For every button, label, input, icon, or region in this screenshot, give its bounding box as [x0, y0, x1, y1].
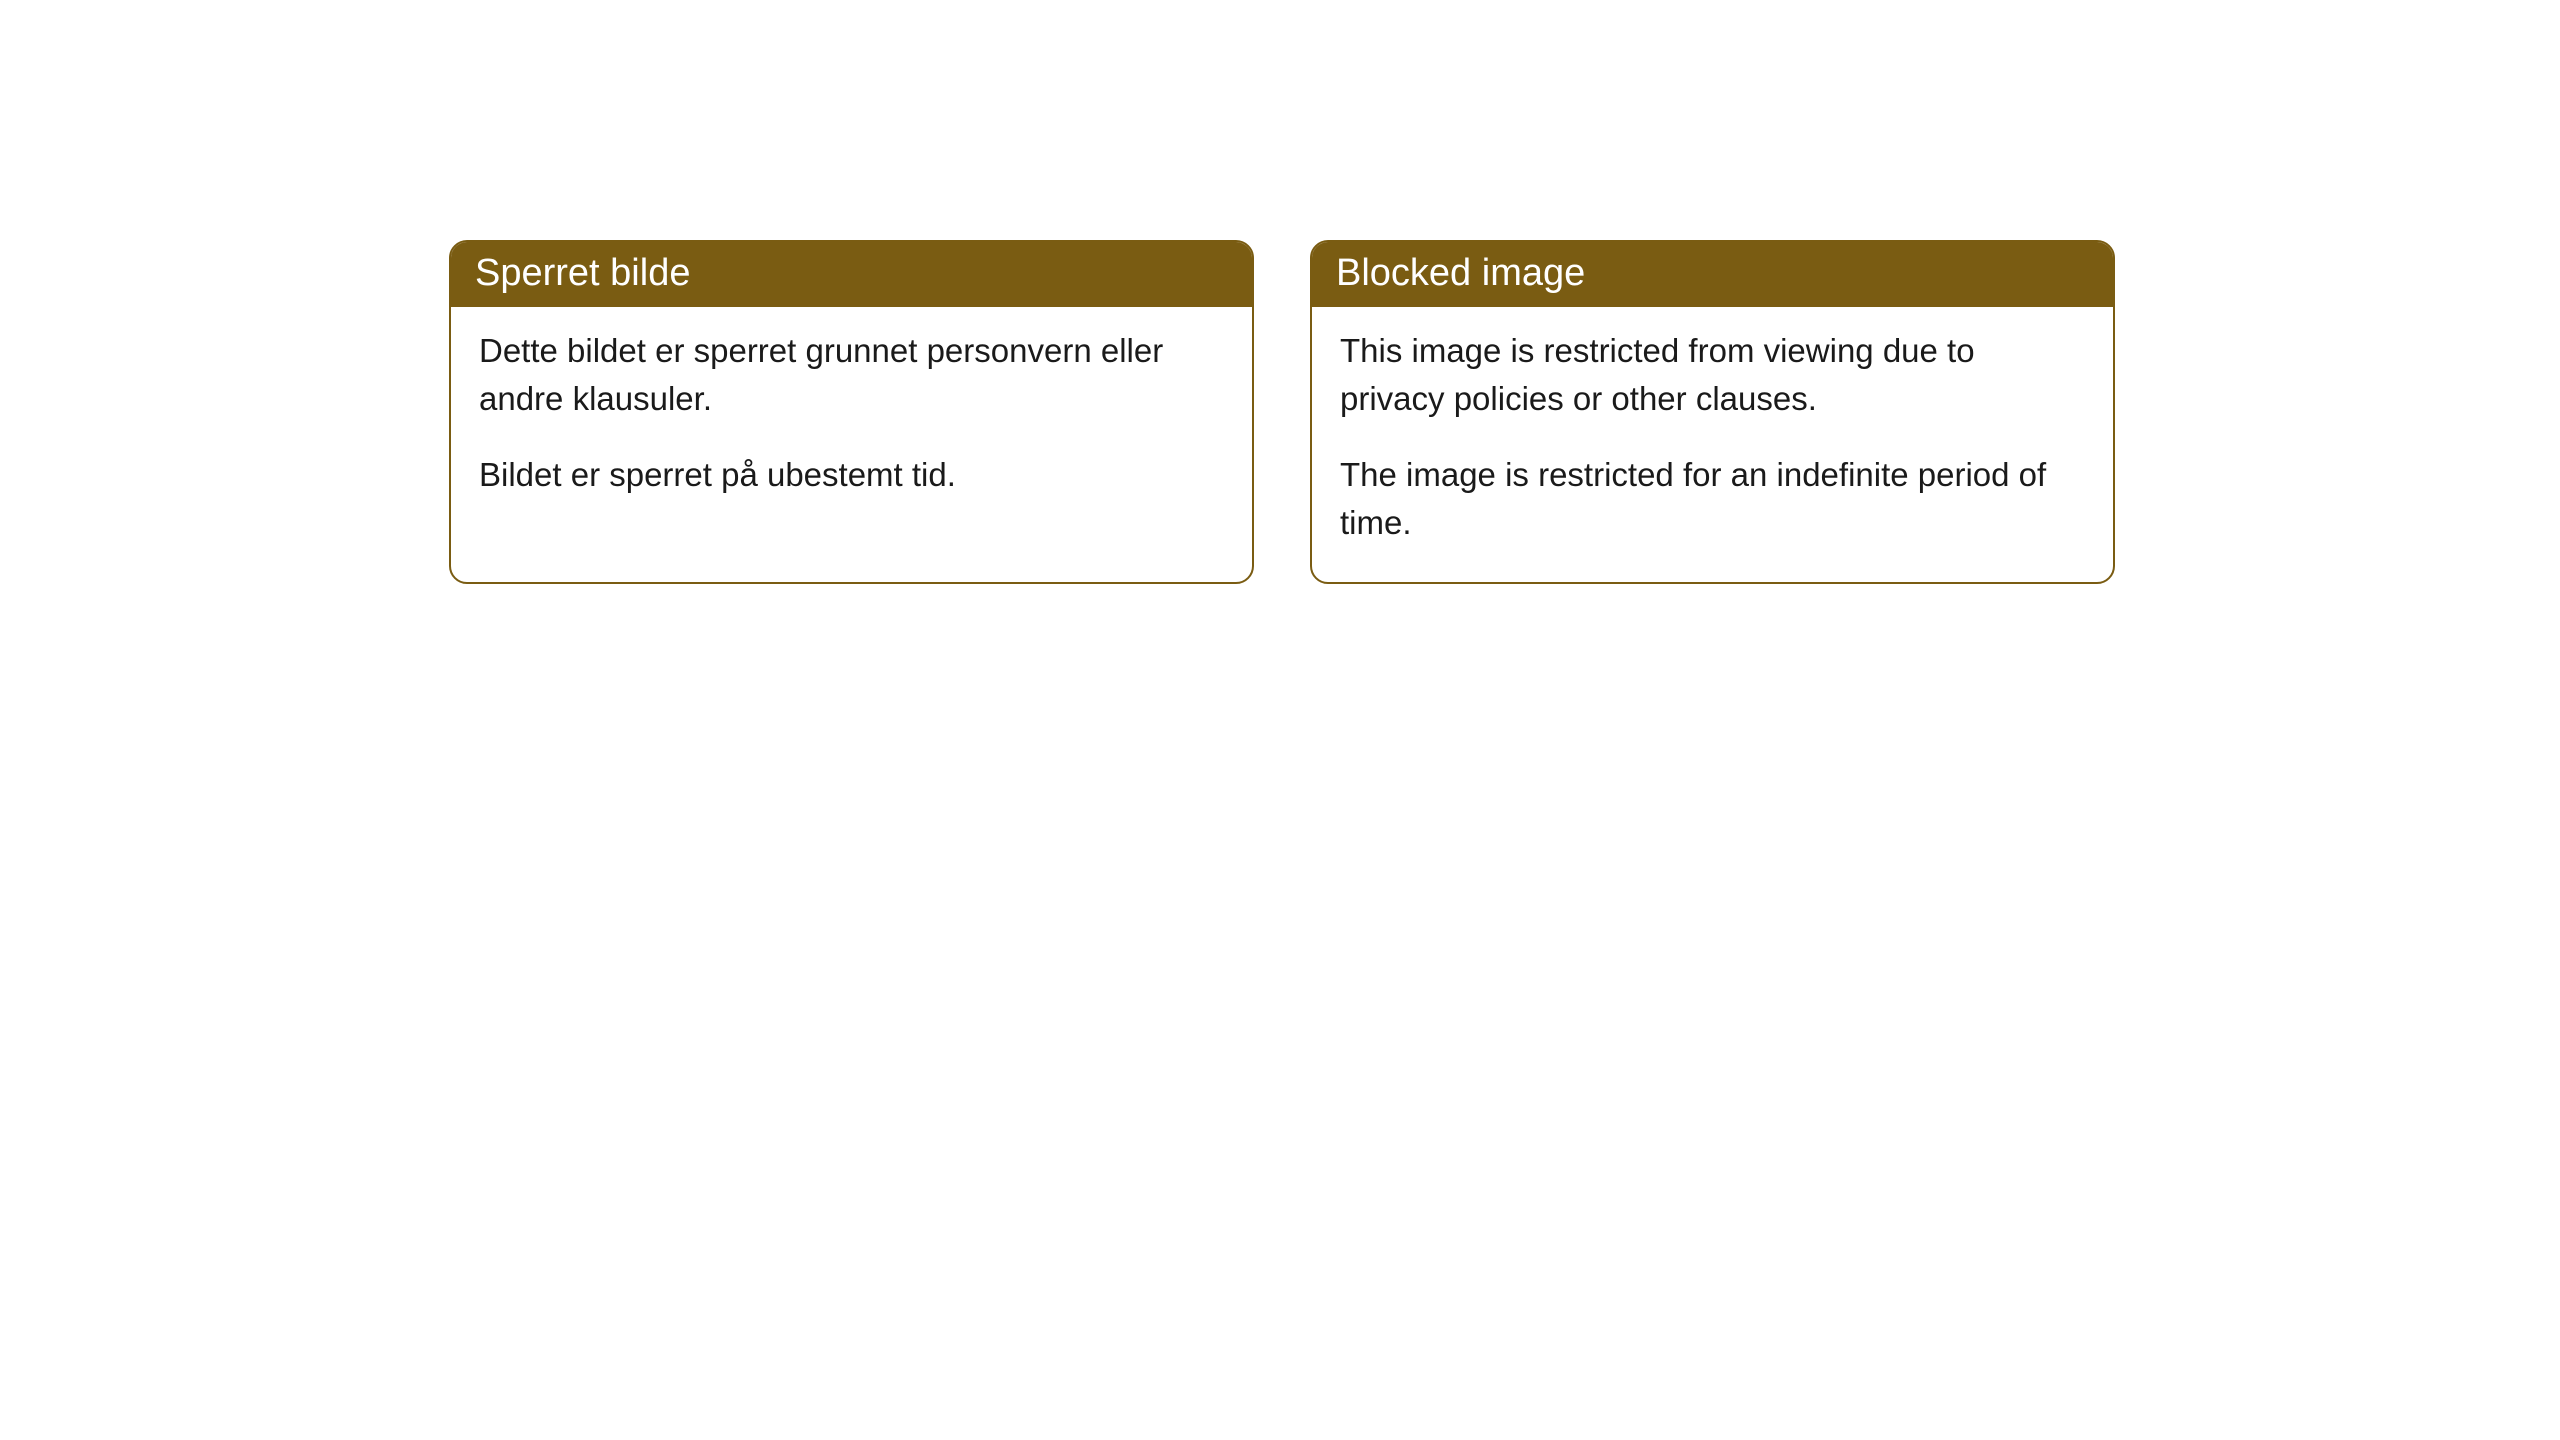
card-paragraph: The image is restricted for an indefinit… — [1340, 451, 2085, 547]
notice-cards-container: Sperret bilde Dette bildet er sperret gr… — [0, 0, 2560, 584]
blocked-image-card-norwegian: Sperret bilde Dette bildet er sperret gr… — [449, 240, 1254, 584]
blocked-image-card-english: Blocked image This image is restricted f… — [1310, 240, 2115, 584]
card-body: This image is restricted from viewing du… — [1312, 307, 2113, 582]
card-title: Sperret bilde — [451, 242, 1252, 307]
card-paragraph: This image is restricted from viewing du… — [1340, 327, 2085, 423]
card-title: Blocked image — [1312, 242, 2113, 307]
card-body: Dette bildet er sperret grunnet personve… — [451, 307, 1252, 535]
card-paragraph: Dette bildet er sperret grunnet personve… — [479, 327, 1224, 423]
card-paragraph: Bildet er sperret på ubestemt tid. — [479, 451, 1224, 499]
